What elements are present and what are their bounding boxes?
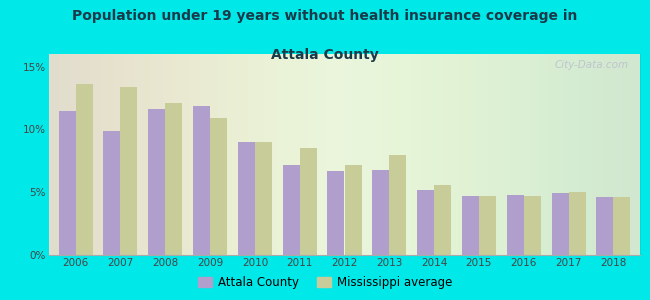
Bar (300, 148, 317, 255)
Bar (479, 196, 496, 255)
Bar (75, 84, 93, 255)
Bar (596, 197, 614, 255)
Bar (103, 130, 120, 255)
Bar (524, 196, 541, 255)
Bar (462, 196, 479, 255)
Bar (328, 171, 345, 255)
Bar (507, 195, 524, 255)
Text: City-Data.com: City-Data.com (554, 60, 629, 70)
Bar (614, 197, 630, 255)
Bar (210, 118, 227, 255)
Bar (283, 164, 300, 255)
Bar (58, 110, 75, 255)
Bar (238, 142, 255, 255)
Bar (193, 106, 210, 255)
Bar (372, 169, 389, 255)
Bar (569, 192, 586, 255)
Bar (552, 194, 569, 255)
Bar (417, 190, 434, 255)
Bar (255, 142, 272, 255)
Legend: Attala County, Mississippi average: Attala County, Mississippi average (193, 272, 457, 294)
Bar (344, 164, 361, 255)
Text: Population under 19 years without health insurance coverage in: Population under 19 years without health… (72, 9, 578, 23)
Text: Attala County: Attala County (271, 48, 379, 62)
Bar (434, 184, 451, 255)
Bar (389, 154, 406, 255)
Bar (120, 87, 138, 255)
Bar (165, 103, 182, 255)
Bar (148, 109, 165, 255)
